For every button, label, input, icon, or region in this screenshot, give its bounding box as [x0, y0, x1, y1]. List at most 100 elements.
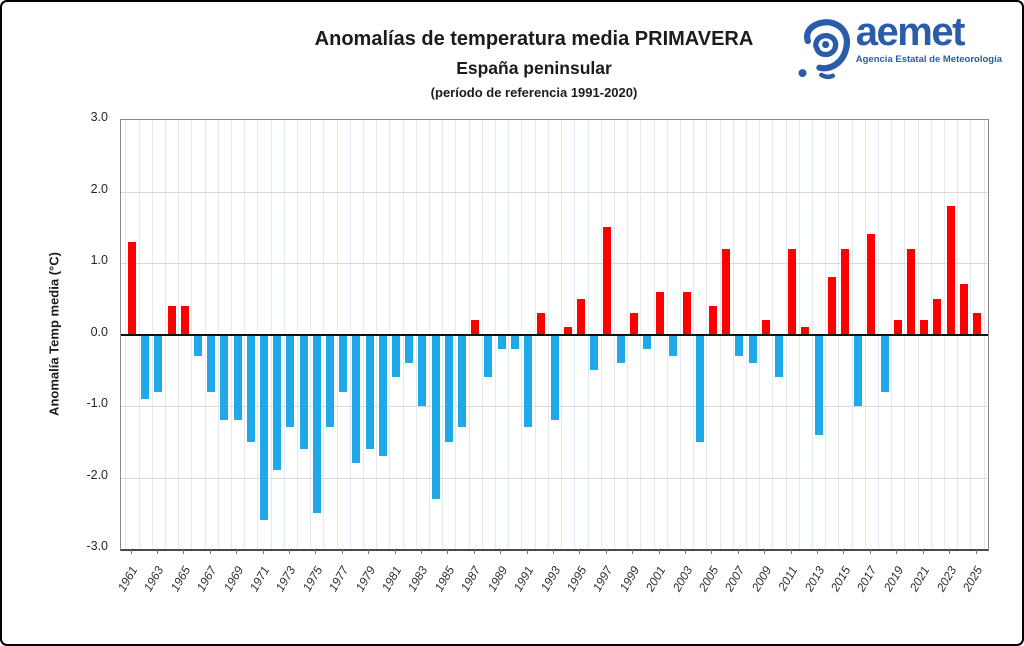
x-tick-mark — [209, 550, 211, 554]
y-tick-label: 1.0 — [90, 253, 108, 267]
bar-1983 — [418, 334, 427, 406]
bar-2000 — [642, 334, 651, 349]
x-tick-mark — [579, 550, 581, 554]
bar-1992 — [537, 313, 546, 335]
bar-2023 — [946, 205, 955, 335]
x-tick-mark — [447, 550, 449, 554]
bar-1967 — [207, 334, 216, 392]
bar-1998 — [616, 334, 625, 364]
aemet-logo: aemet Agencia Estatal de Meteorología — [796, 12, 1002, 82]
bar-1981 — [392, 334, 401, 378]
x-tick-mark — [341, 550, 343, 554]
x-tick-mark — [183, 550, 185, 554]
bar-1969 — [233, 334, 242, 421]
bar-1991 — [524, 334, 533, 428]
bar-2003 — [682, 291, 691, 335]
zero-line — [121, 333, 988, 336]
bar-1989 — [497, 334, 506, 349]
x-tick-mark — [975, 550, 977, 554]
x-axis-tick-labels: 1961 1963 1965 1967 1969 1971 1973 1975 1977 1979… — [115, 549, 987, 621]
x-tick-mark — [790, 550, 792, 554]
chart-title: Anomalías de temperatura media PRIMAVERA — [314, 28, 754, 50]
bar-1999 — [629, 313, 638, 335]
x-tick-mark — [236, 550, 238, 554]
bar-2010 — [774, 334, 783, 378]
plot-area — [120, 119, 989, 551]
bar-1968 — [220, 334, 229, 421]
y-tick-label: -3.0 — [86, 539, 108, 553]
bar-1966 — [194, 334, 203, 356]
x-tick-mark — [632, 550, 634, 554]
bar-1976 — [326, 334, 335, 428]
y-tick-label: -2.0 — [86, 467, 108, 482]
bar-1994 — [563, 327, 572, 335]
x-tick-mark — [869, 550, 871, 554]
bar-1986 — [458, 334, 467, 428]
x-tick-mark — [130, 550, 132, 554]
bar-2022 — [933, 298, 942, 335]
h-gridline — [121, 263, 988, 264]
h-gridline — [121, 477, 988, 479]
x-tick-mark — [922, 550, 924, 554]
x-tick-mark — [896, 550, 898, 554]
bar-2015 — [840, 248, 849, 335]
y-axis-tick-labels: 3.0 2.0 1.0 0.0 -1.0 -2.0 -3.0 — [2, 110, 114, 553]
x-tick-mark — [685, 550, 687, 554]
bar-2011 — [788, 248, 797, 335]
bar-2018 — [880, 334, 889, 392]
h-gridline — [121, 191, 988, 193]
bar-1965 — [180, 305, 189, 335]
bar-2020 — [906, 248, 915, 335]
y-tick-label: 0.0 — [90, 324, 108, 339]
bar-1962 — [141, 334, 150, 399]
bar-2007 — [735, 334, 744, 356]
bar-1979 — [365, 334, 374, 449]
title-block: Anomalías de temperatura media PRIMAVERA… — [46, 28, 1022, 100]
bar-1973 — [286, 334, 295, 428]
y-tick-label: -1.0 — [86, 396, 108, 410]
bar-2024 — [959, 284, 968, 335]
bar-1971 — [260, 334, 269, 521]
bar-1990 — [510, 334, 519, 349]
bar-2005 — [708, 305, 717, 335]
bar-1980 — [378, 334, 387, 457]
y-tick-label: 2.0 — [90, 181, 108, 196]
x-tick-mark — [526, 550, 528, 554]
bar-2012 — [801, 327, 810, 335]
bar-2019 — [893, 320, 902, 335]
bar-1996 — [590, 334, 599, 371]
x-tick-mark — [553, 550, 554, 554]
x-tick-mark — [315, 550, 317, 554]
bar-2013 — [814, 334, 823, 435]
x-tick-mark — [156, 550, 158, 554]
x-tick-mark — [420, 550, 422, 554]
bar-1977 — [339, 334, 348, 392]
x-tick-mark — [500, 550, 502, 554]
bar-2008 — [748, 334, 757, 364]
x-tick-mark — [817, 550, 819, 554]
bar-2016 — [854, 334, 863, 406]
bar-1985 — [444, 334, 453, 442]
bar-1987 — [471, 320, 480, 335]
bar-1974 — [299, 334, 308, 449]
x-tick-mark — [605, 550, 607, 554]
x-tick-mark — [262, 550, 264, 554]
bar-2025 — [973, 313, 981, 335]
y-tick-label: 3.0 — [90, 110, 108, 124]
x-tick-mark — [843, 550, 845, 554]
bar-1961 — [128, 241, 136, 335]
x-tick-mark — [737, 550, 739, 554]
bar-1964 — [167, 305, 176, 335]
chart-reference-note: (período de referencia 1991-2020) — [430, 85, 638, 100]
x-tick-mark — [949, 550, 951, 554]
bar-2021 — [920, 320, 929, 335]
bar-1963 — [154, 334, 163, 392]
bar-1993 — [550, 334, 559, 421]
x-tick-mark — [368, 550, 370, 554]
x-tick-mark — [288, 550, 290, 554]
bar-1970 — [246, 334, 255, 442]
x-tick-mark — [658, 550, 660, 554]
bar-1995 — [576, 298, 585, 335]
bar-1982 — [405, 334, 414, 364]
